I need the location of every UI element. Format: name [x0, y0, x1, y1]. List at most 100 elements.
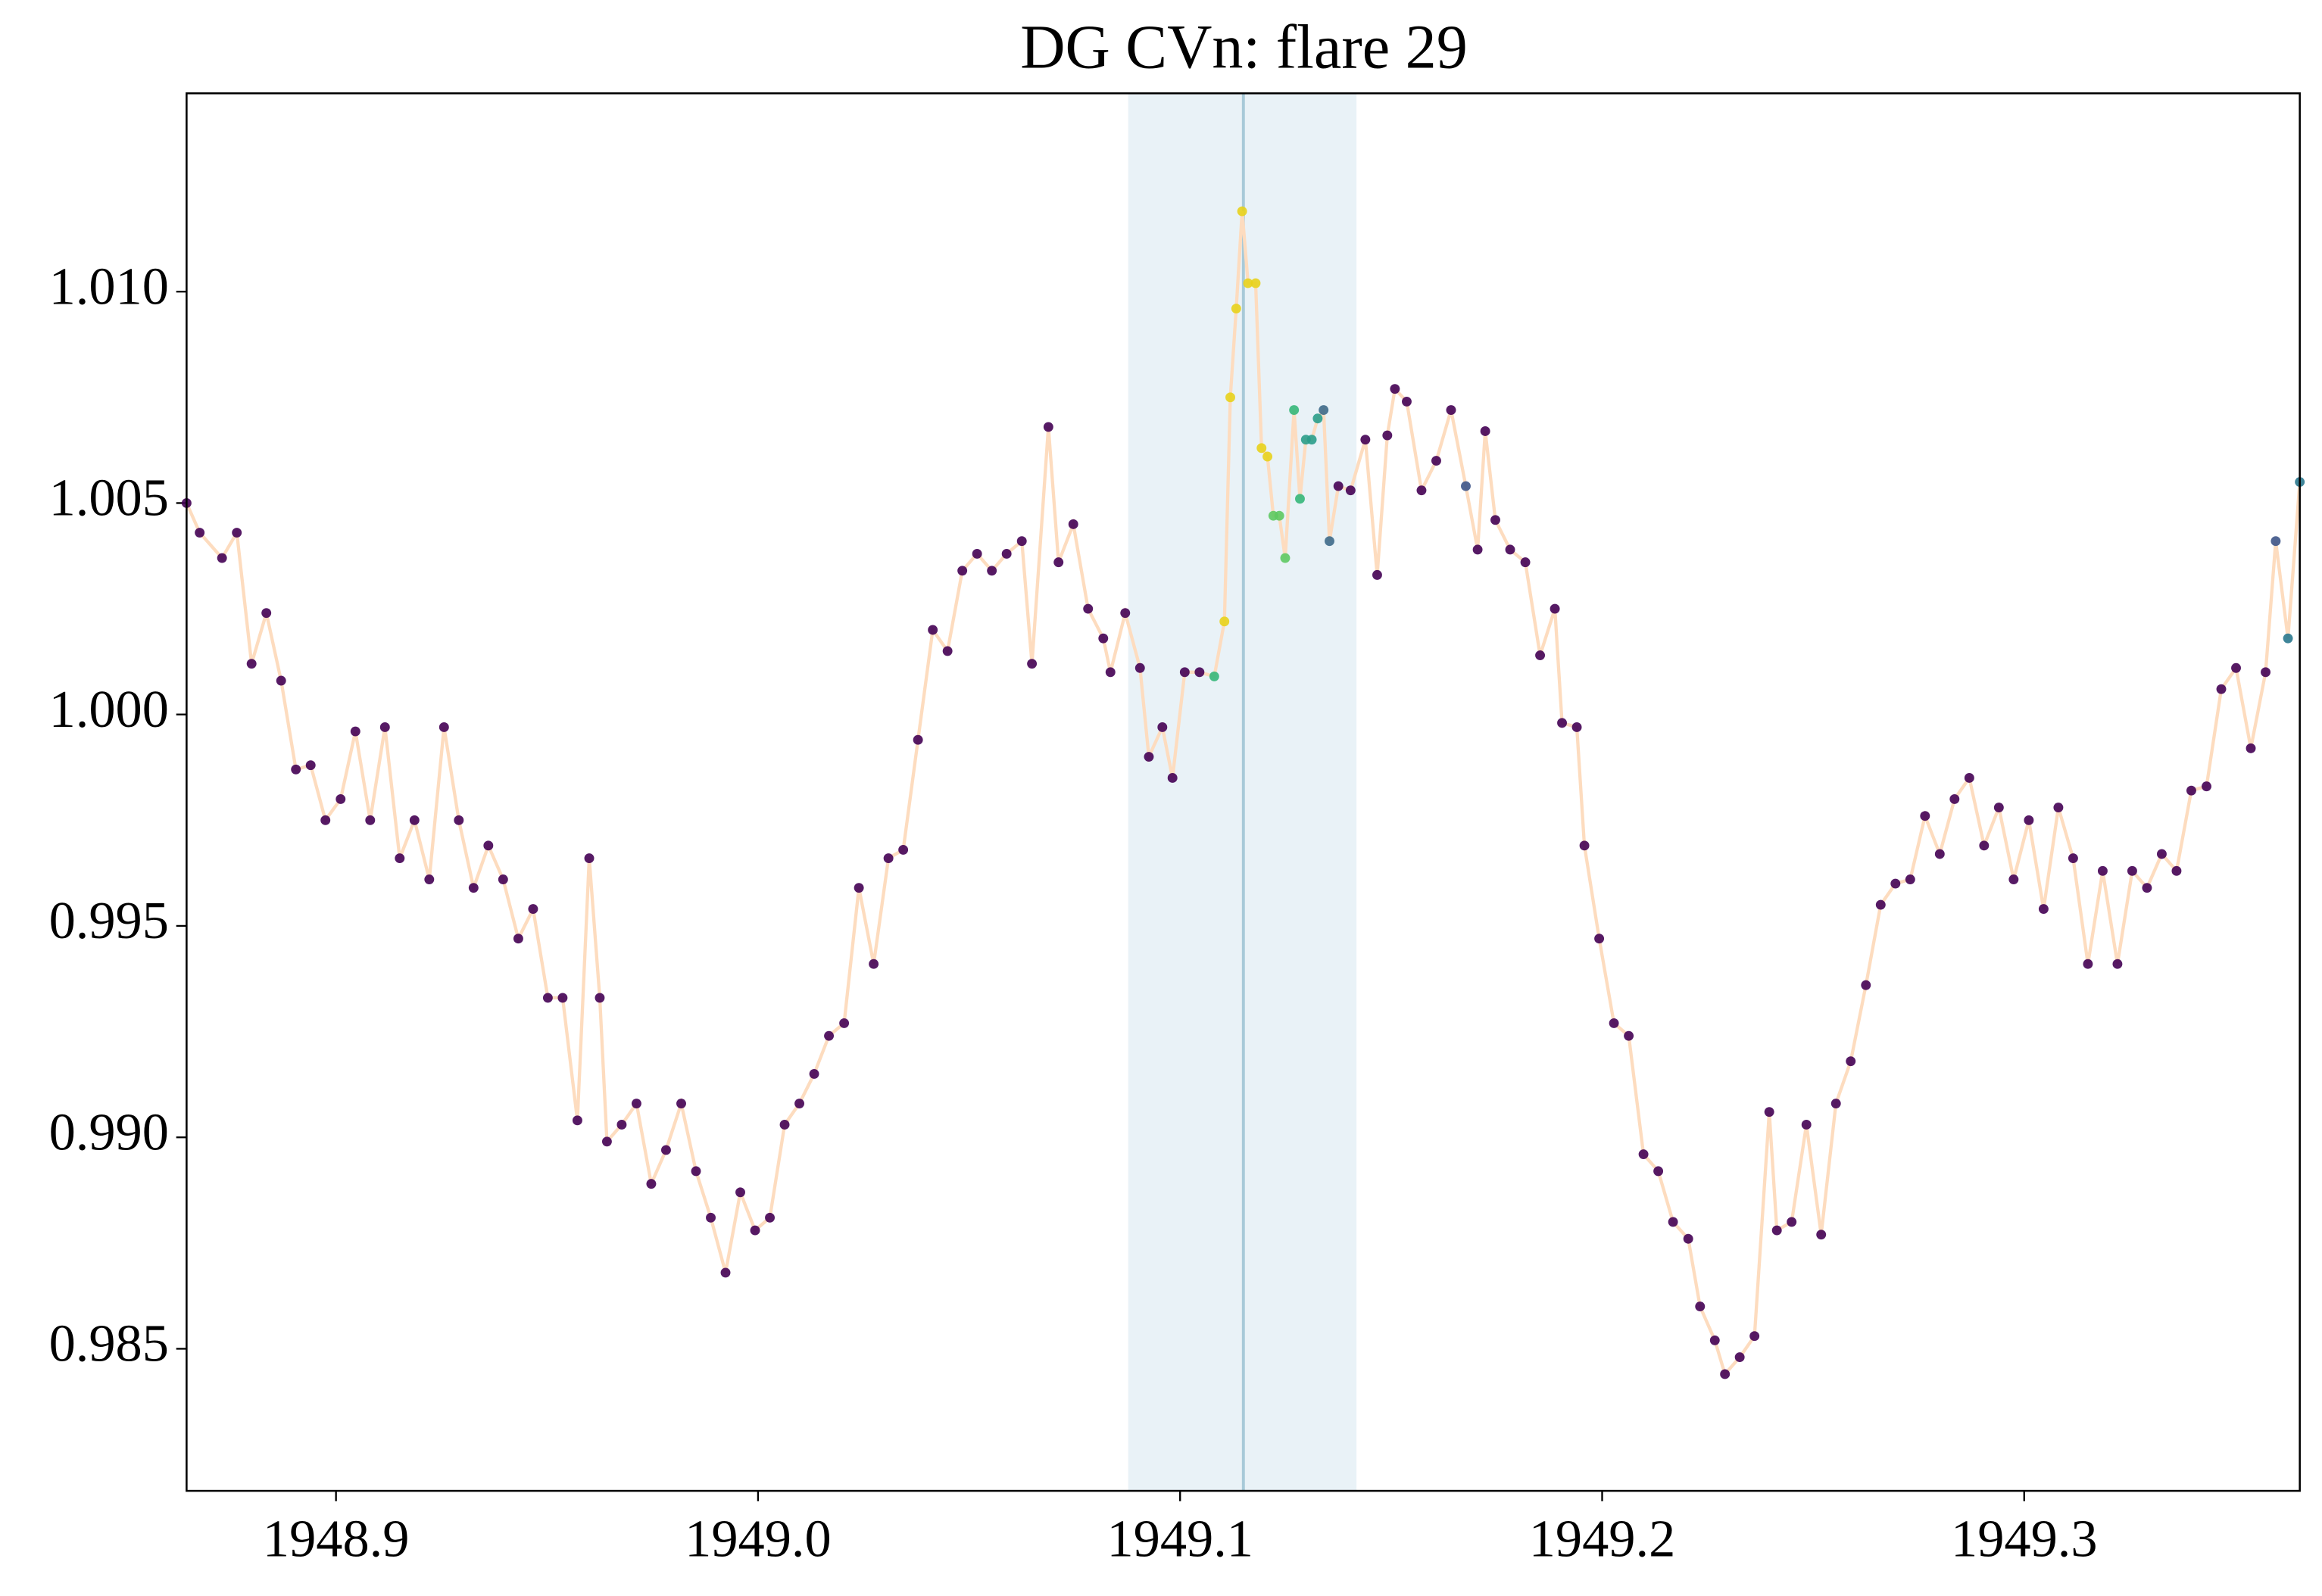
data-point	[1749, 1331, 1760, 1342]
data-point	[305, 760, 316, 771]
data-point	[1237, 206, 1247, 217]
data-point	[898, 844, 909, 855]
data-point	[1979, 840, 1990, 851]
y-tick-label: 0.995	[49, 891, 169, 950]
data-point	[631, 1099, 641, 1108]
x-tick-label: 1949.2	[1529, 1510, 1676, 1569]
data-point	[1319, 405, 1329, 416]
data-point	[584, 853, 595, 864]
data-point	[779, 1119, 790, 1130]
data-point	[1243, 278, 1253, 288]
data-point	[1390, 384, 1400, 394]
data-point	[1280, 553, 1291, 563]
data-point	[1402, 396, 1412, 407]
data-point	[913, 734, 923, 745]
data-point	[616, 1119, 627, 1130]
data-point	[1120, 608, 1131, 619]
data-point	[2127, 865, 2137, 876]
data-point	[1001, 549, 1012, 559]
data-point	[1105, 667, 1116, 678]
data-point	[1890, 878, 1901, 889]
data-point	[1571, 722, 1582, 732]
data-point	[1274, 510, 1284, 521]
data-point	[2171, 865, 2182, 876]
data-point	[1179, 667, 1190, 678]
data-point	[1934, 849, 1945, 859]
data-point	[217, 553, 227, 563]
data-point	[794, 1099, 804, 1108]
data-point	[928, 625, 938, 635]
data-point	[735, 1187, 745, 1198]
data-point	[1964, 773, 1974, 783]
data-point	[1416, 485, 1427, 496]
data-point	[1306, 435, 1317, 445]
data-point	[513, 934, 523, 944]
data-point	[2156, 849, 2167, 859]
data-point	[660, 1145, 671, 1155]
data-point	[595, 993, 605, 1003]
data-point	[379, 722, 390, 732]
data-point	[987, 566, 997, 576]
y-tick-label: 1.005	[49, 469, 169, 528]
data-point	[2112, 959, 2123, 969]
x-tick-label: 1949.0	[685, 1510, 832, 1569]
data-point	[1098, 633, 1109, 644]
data-point	[1771, 1225, 1782, 1236]
data-point	[1027, 659, 1038, 669]
data-point	[1594, 934, 1605, 944]
y-tick-label: 1.000	[49, 680, 169, 739]
data-point	[528, 904, 538, 915]
data-point	[839, 1018, 850, 1028]
data-point	[2068, 853, 2078, 864]
data-point	[646, 1179, 657, 1189]
data-point	[1043, 422, 1053, 432]
data-point	[1250, 278, 1261, 288]
data-point	[1083, 603, 1094, 614]
data-point	[720, 1267, 731, 1278]
y-tick-label: 1.010	[49, 257, 169, 316]
data-point	[557, 993, 568, 1003]
data-point	[1053, 557, 1064, 568]
data-point	[350, 726, 360, 737]
data-point	[1550, 603, 1560, 614]
data-point	[572, 1115, 582, 1126]
data-point	[2186, 785, 2196, 796]
data-point	[409, 815, 420, 825]
data-point	[2008, 874, 2019, 884]
data-point	[1262, 451, 1273, 462]
data-point	[483, 840, 494, 851]
light-curve-line	[185, 210, 2302, 1378]
data-point	[1764, 1107, 1774, 1118]
data-point	[246, 659, 257, 669]
y-tick-label: 0.990	[49, 1102, 169, 1161]
data-point	[809, 1068, 819, 1079]
data-point	[1846, 1056, 1856, 1067]
data-point	[824, 1030, 835, 1041]
data-point	[542, 993, 553, 1003]
data-point	[1579, 840, 1590, 851]
data-point	[1949, 793, 1960, 804]
data-point	[2202, 781, 2211, 792]
data-point	[854, 883, 864, 893]
data-point	[676, 1099, 686, 1108]
data-point	[1609, 1018, 1619, 1028]
data-point	[957, 566, 968, 576]
data-point	[1683, 1233, 1693, 1244]
data-point	[291, 764, 301, 775]
data-point	[1016, 536, 1027, 547]
data-point	[2142, 883, 2152, 893]
data-point	[869, 959, 879, 969]
data-point	[2261, 667, 2271, 678]
plot-frame	[186, 92, 2301, 1492]
data-point	[691, 1166, 701, 1177]
data-point	[1068, 519, 1078, 529]
data-point	[395, 853, 405, 864]
data-point	[1295, 494, 1305, 504]
data-point	[1144, 752, 1154, 762]
data-point	[320, 815, 331, 825]
data-point	[1709, 1335, 1720, 1345]
data-point	[1345, 485, 1356, 496]
data-point	[1816, 1230, 1827, 1240]
data-point	[1325, 536, 1334, 547]
